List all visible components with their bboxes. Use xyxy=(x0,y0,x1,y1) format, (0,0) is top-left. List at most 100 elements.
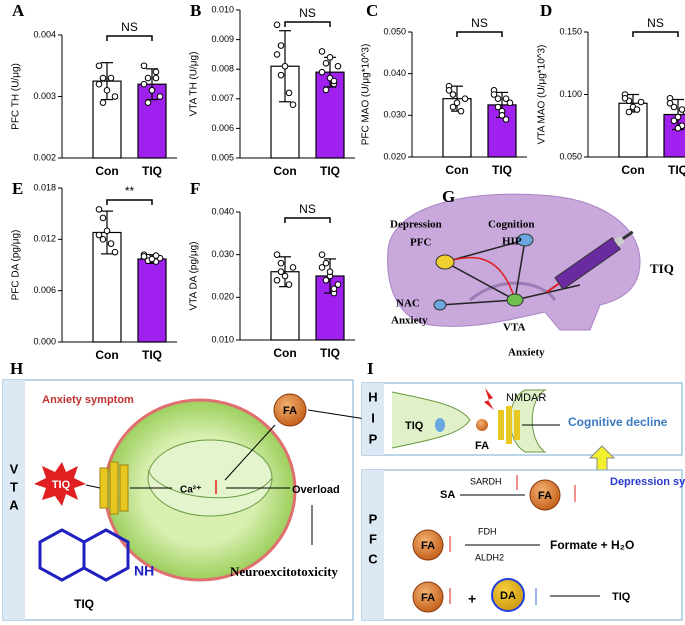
fa-ball xyxy=(476,419,488,431)
data-point xyxy=(326,268,334,276)
product: Formate + H₂O xyxy=(550,538,634,552)
data-point xyxy=(156,93,164,100)
y-tick-label: 0.006 xyxy=(211,123,234,133)
data-point xyxy=(670,117,678,125)
region: I xyxy=(371,410,375,425)
panel-letter: G xyxy=(442,187,455,206)
y-tick-label: 0.030 xyxy=(211,249,234,259)
y-tick-label: 0.030 xyxy=(383,110,406,120)
data-point xyxy=(666,99,674,107)
spark xyxy=(484,388,494,410)
panel-letter: F xyxy=(190,179,200,198)
panel-letter: B xyxy=(190,1,201,20)
bar xyxy=(137,258,167,343)
annotation: NS xyxy=(647,16,664,30)
y-axis-label: PFC TH (U/μg) xyxy=(11,63,22,130)
data-point xyxy=(621,94,629,102)
y-axis-label: PFC DA (pg/μg) xyxy=(11,230,22,301)
region-bar xyxy=(362,383,384,455)
fa: FA xyxy=(421,540,435,552)
fa-ball xyxy=(529,479,561,511)
data-point xyxy=(449,91,457,98)
data-point xyxy=(457,107,465,115)
x-tick-label: Con xyxy=(273,346,296,360)
da-ball xyxy=(491,578,525,612)
data-point xyxy=(107,74,115,82)
symptom: Depression symptom xyxy=(610,476,685,488)
fa: FA xyxy=(283,405,297,417)
y-tick-label: 0.006 xyxy=(33,285,56,295)
bracket xyxy=(106,35,153,41)
tiq-structure xyxy=(38,528,130,582)
y-tick-label: 0.012 xyxy=(33,234,56,244)
data-point xyxy=(318,48,326,55)
data-point xyxy=(670,103,678,111)
y-tick-label: 0.050 xyxy=(559,151,582,161)
data-point xyxy=(273,51,281,58)
x-tick-label: Con xyxy=(445,163,468,177)
data-point xyxy=(140,80,148,88)
region: F xyxy=(369,531,377,546)
y-tick-label: 0.005 xyxy=(211,152,234,162)
data-point xyxy=(99,74,107,82)
data-point xyxy=(490,91,498,98)
region: A xyxy=(9,497,19,512)
data-point xyxy=(318,251,326,258)
symptom: Anxiety symptom xyxy=(42,394,134,406)
region: P xyxy=(369,511,378,526)
bracket xyxy=(106,199,153,205)
structure-name: TIQ xyxy=(74,597,94,611)
annotation: NS xyxy=(299,202,316,216)
data-point xyxy=(95,62,103,70)
x-tick-label: Con xyxy=(95,348,118,362)
x-tick-label: TIQ xyxy=(320,164,340,178)
data-point xyxy=(461,95,469,102)
data-point xyxy=(273,276,281,284)
data-point xyxy=(678,106,685,113)
data-point xyxy=(152,74,160,82)
y-tick-label: 0.003 xyxy=(33,91,56,101)
arrow xyxy=(307,409,373,421)
label: TIQ xyxy=(650,261,674,276)
data-point xyxy=(330,285,338,293)
y-tick-label: 0.010 xyxy=(211,4,234,14)
data-point xyxy=(498,112,506,119)
data-point xyxy=(140,253,148,260)
data-point xyxy=(637,98,645,106)
receptor xyxy=(498,406,520,444)
vesicle xyxy=(435,418,445,432)
data-point xyxy=(273,251,281,258)
data-point xyxy=(99,99,107,106)
x-tick-label: Con xyxy=(95,164,118,178)
brain-diagram xyxy=(387,193,641,331)
synapse xyxy=(391,391,471,449)
data-point xyxy=(152,68,160,76)
y-axis-label: PFC MAO (U/μg*10^3) xyxy=(361,44,372,146)
x-tick-label: TIQ xyxy=(320,346,340,360)
data-point xyxy=(148,87,156,94)
y-tick-label: 0.010 xyxy=(211,334,234,344)
data-point xyxy=(633,106,641,113)
data-point xyxy=(674,124,682,132)
data-point xyxy=(322,276,330,284)
tiq-star xyxy=(34,462,86,506)
data-point xyxy=(277,42,285,49)
data-point xyxy=(285,89,293,97)
x-tick-label: TIQ xyxy=(668,163,685,177)
x-tick-label: Con xyxy=(273,164,296,178)
y-axis-label: VTA MAO (U/μg*10^3) xyxy=(537,45,548,145)
y-tick-label: 0.018 xyxy=(33,182,56,192)
y-tick-label: 0.150 xyxy=(559,26,582,36)
y-tick-label: 0.020 xyxy=(211,292,234,302)
panel-letter: C xyxy=(366,1,378,20)
label: Anxiety xyxy=(508,347,545,359)
data-point xyxy=(107,240,115,247)
fa: FA xyxy=(538,490,552,502)
label: NAC xyxy=(396,298,420,310)
bracket xyxy=(632,31,679,37)
data-point xyxy=(277,268,285,276)
data-point xyxy=(502,116,510,123)
panel-letter: A xyxy=(12,1,25,20)
y-axis-label: VTA DA (pg/μg) xyxy=(189,242,200,311)
